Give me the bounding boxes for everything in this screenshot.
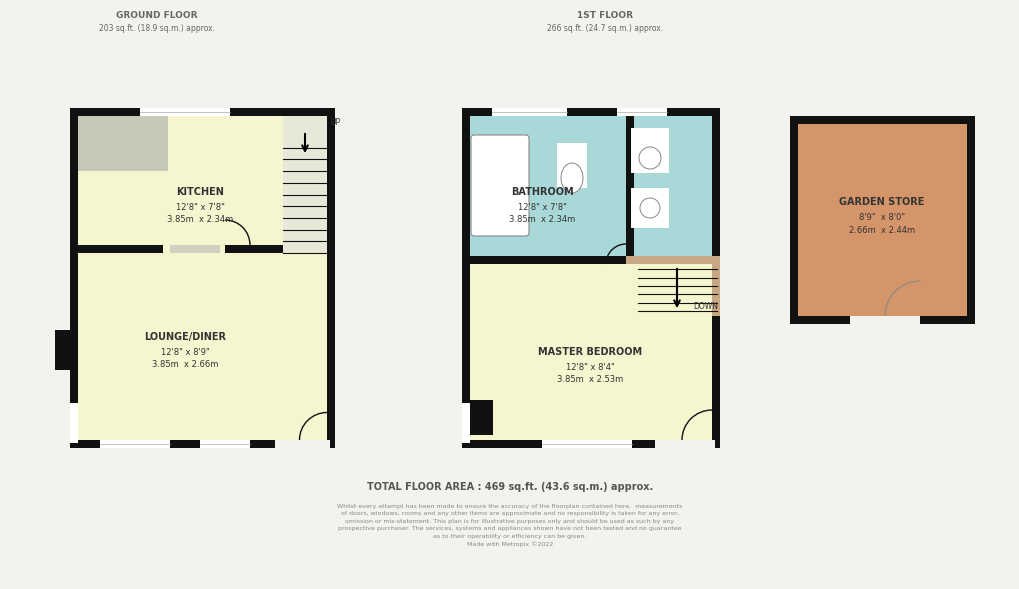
- Text: MASTER BEDROOM: MASTER BEDROOM: [537, 347, 641, 357]
- Text: 3.85m  x 2.66m: 3.85m x 2.66m: [152, 360, 218, 369]
- Bar: [556, 143, 586, 188]
- Bar: [797, 124, 966, 316]
- Bar: [626, 116, 634, 256]
- Bar: [77, 245, 163, 253]
- Text: TOTAL FLOOR AREA : 469 sq.ft. (43.6 sq.m.) approx.: TOTAL FLOOR AREA : 469 sq.ft. (43.6 sq.m…: [367, 482, 652, 492]
- Bar: [170, 245, 220, 253]
- Bar: [626, 256, 719, 316]
- Text: 3.85m  x 2.34m: 3.85m x 2.34m: [167, 215, 233, 224]
- Bar: [70, 403, 77, 443]
- Bar: [77, 253, 327, 440]
- Text: 203 sq.ft. (18.9 sq.m.) approx.: 203 sq.ft. (18.9 sq.m.) approx.: [99, 24, 215, 33]
- Bar: [462, 403, 470, 443]
- Text: 12'8" x 8'4": 12'8" x 8'4": [566, 363, 613, 372]
- Text: 8'9"  x 8'0": 8'9" x 8'0": [858, 213, 904, 222]
- Text: 12'8" x 8'9": 12'8" x 8'9": [160, 348, 209, 357]
- Bar: [225, 245, 282, 253]
- Text: GROUND FLOOR: GROUND FLOOR: [116, 11, 198, 20]
- Bar: [462, 108, 719, 448]
- Text: 12'8" x 7'8": 12'8" x 7'8": [517, 203, 566, 212]
- Text: BATHROOM: BATHROOM: [511, 187, 573, 197]
- Text: KITCHEN: KITCHEN: [176, 187, 224, 197]
- Bar: [275, 440, 330, 448]
- Text: Whilst every attempt has been made to ensure the accuracy of the floorplan conta: Whilst every attempt has been made to en…: [337, 504, 682, 547]
- Text: LOUNGE/DINER: LOUNGE/DINER: [144, 332, 226, 342]
- Ellipse shape: [560, 163, 583, 193]
- Text: 3.85m  x 2.53m: 3.85m x 2.53m: [556, 375, 623, 384]
- FancyBboxPatch shape: [471, 135, 529, 236]
- Bar: [631, 188, 668, 228]
- Text: 3.85m  x 2.34m: 3.85m x 2.34m: [508, 215, 575, 224]
- Bar: [849, 316, 919, 324]
- Bar: [77, 116, 168, 171]
- Bar: [654, 440, 714, 448]
- Bar: [140, 108, 229, 116]
- Text: 2.66m  x 2.44m: 2.66m x 2.44m: [848, 226, 914, 235]
- Text: DOWN: DOWN: [692, 302, 717, 310]
- Bar: [470, 400, 492, 435]
- Bar: [282, 116, 327, 253]
- Bar: [616, 108, 666, 116]
- Text: 266 sq.ft. (24.7 sq.m.) approx.: 266 sq.ft. (24.7 sq.m.) approx.: [546, 24, 662, 33]
- Bar: [631, 128, 668, 173]
- Bar: [470, 116, 626, 256]
- Bar: [541, 440, 632, 448]
- Bar: [77, 116, 282, 253]
- Bar: [470, 264, 711, 440]
- Text: UP: UP: [330, 118, 339, 127]
- Bar: [470, 256, 626, 264]
- Text: 1ST FLOOR: 1ST FLOOR: [577, 11, 633, 20]
- Bar: [100, 440, 170, 448]
- Bar: [491, 108, 567, 116]
- Bar: [70, 108, 334, 448]
- Text: 12'8" x 7'8": 12'8" x 7'8": [175, 203, 224, 212]
- Ellipse shape: [638, 147, 660, 169]
- Bar: [790, 116, 974, 324]
- Bar: [200, 440, 250, 448]
- Bar: [55, 330, 77, 370]
- Bar: [626, 116, 711, 256]
- Text: GARDEN STORE: GARDEN STORE: [839, 197, 924, 207]
- Circle shape: [639, 198, 659, 218]
